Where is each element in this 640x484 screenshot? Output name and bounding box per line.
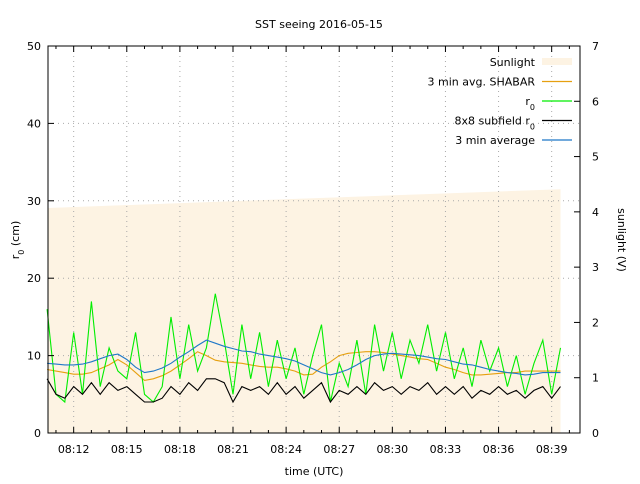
axes: 08:12 08:15 08:18 08:21 08:24 08:27 08:30 08:33… [27,40,599,456]
y2-tick-label: 4 [592,206,599,219]
x-tick-label: 08:33 [430,443,462,456]
legend-label: r0 [525,95,535,112]
x-axis-label: time (UTC) [285,465,344,478]
x-tick-label: 08:27 [323,443,355,456]
y2-tick-label: 1 [592,372,599,385]
y-tick-label: 40 [27,117,41,130]
series-line-3-min-average [47,339,561,376]
y-tick-label: 10 [27,350,41,363]
x-tick-label: 08:18 [164,443,196,456]
y2-tick-label: 3 [592,261,599,274]
y2-tick-label: 7 [592,40,599,53]
legend: Sunlight 3 min avg. SHABAR r0 8x8 subfield … [428,56,572,147]
legend-swatch [542,58,572,65]
legend-label: 8x8 subfield r0 [454,115,535,132]
y2-tick-label: 6 [592,95,599,108]
x-tick-label: 08:24 [270,443,302,456]
legend-label: 3 min average [455,134,535,147]
chart-title: SST seeing 2016-05-15 [255,18,383,31]
x-tick-label: 08:30 [376,443,408,456]
plot-frame [47,45,581,434]
series-line-r0 [46,293,562,404]
y2-tick-label: 0 [592,427,599,440]
series-lines [46,293,562,404]
x-tick-label: 08:12 [58,443,90,456]
y-axis-label: r0 (cm) [9,221,26,259]
y-tick-label: 50 [27,40,41,53]
x-tick-label: 08:39 [536,443,568,456]
y-tick-label: 0 [34,427,41,440]
series-line-8x8-subfield-r0 [46,378,561,404]
y2-axis-label: sunlight (V) [615,208,628,272]
grid [48,46,580,433]
y-tick-label: 30 [27,195,41,208]
legend-label: Sunlight [490,56,536,69]
y-tick-label: 20 [27,272,41,285]
series-line-3-min-avg-shabar [47,351,561,381]
sunlight-area-fill [48,189,561,433]
sunlight-area [48,189,561,433]
y2-tick-label: 5 [592,151,599,164]
x-tick-label: 08:21 [217,443,249,456]
y2-tick-label: 2 [592,316,599,329]
x-tick-label: 08:36 [483,443,515,456]
legend-label: 3 min avg. SHABAR [428,76,536,89]
x-tick-label: 08:15 [111,443,143,456]
